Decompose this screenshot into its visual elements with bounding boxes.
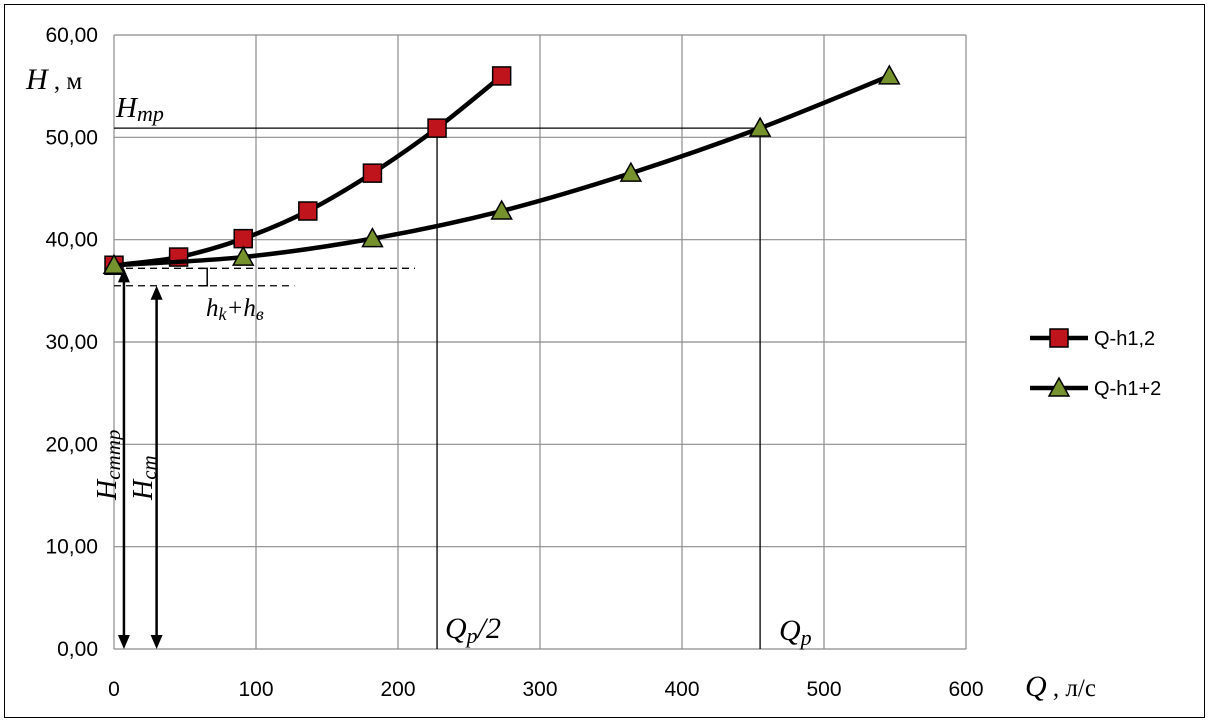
h-sttr-label: Hcmmp (92, 430, 125, 501)
losses-brace (199, 267, 208, 287)
h-tr-label: Hтр (115, 92, 164, 126)
x-tick-label: 400 (664, 678, 699, 701)
y-axis-title: H , м (25, 63, 82, 96)
h-sttr-arrow-head-top (117, 268, 130, 283)
x-tick-label: 100 (238, 678, 273, 701)
h-sttr-arrow-head-bottom (117, 635, 130, 649)
x-tick-label: 500 (806, 678, 841, 701)
series-1-point (427, 118, 447, 138)
y-tick-label: 50,00 (45, 126, 98, 149)
x-tick-label: 200 (380, 678, 415, 701)
annotation-lines (114, 127, 761, 649)
series-2-point (748, 116, 772, 137)
y-tick-label: 0,00 (57, 638, 98, 661)
series-2-point (878, 64, 901, 85)
h-st-label: Hст (128, 455, 161, 501)
series-1-point (298, 201, 318, 221)
tick-labels: 0 100 200 300 400 500 600 0,00 10,00 20,00 30,00 40… (45, 24, 983, 701)
legend: Q-h1,2 Q-h1+2 (1030, 328, 1161, 400)
series-line-2 (113, 73, 891, 268)
x-tick-label: 0 (108, 678, 120, 701)
y-tick-label: 60,00 (45, 24, 98, 47)
y-tick-label: 10,00 (45, 536, 98, 559)
series-1-point (233, 228, 253, 249)
y-tick-label: 20,00 (45, 433, 98, 456)
legend-marker-1 (1049, 328, 1069, 348)
series-2-point (619, 161, 643, 182)
q-p-label: Qp (779, 614, 812, 650)
x-axis-title: Q , л/с (1025, 670, 1096, 703)
losses-label: hk+hв (206, 295, 264, 324)
series-2-point (102, 253, 126, 274)
legend-label-1: Q-h1,2 (1094, 328, 1155, 350)
legend-label-2: Q-h1+2 (1094, 378, 1161, 400)
q-half-label: Qp/2 (445, 612, 501, 648)
grid (113, 34, 967, 650)
chart-frame (4, 4, 1205, 718)
series-2-point (361, 227, 384, 248)
series-line-1 (113, 74, 504, 268)
h-st-arrow-head-bottom (150, 635, 163, 649)
legend-marker-2 (1047, 376, 1071, 397)
series-1-point (362, 163, 383, 183)
x-tick-label: 300 (522, 678, 557, 701)
series-1-point (491, 66, 512, 86)
y-tick-label: 40,00 (45, 229, 98, 252)
series-2-point (490, 199, 513, 220)
x-tick-label: 600 (948, 678, 983, 701)
y-tick-label: 30,00 (45, 331, 98, 354)
series-2-point (231, 245, 255, 266)
h-st-arrow-head-top (150, 285, 163, 300)
series (102, 64, 901, 275)
